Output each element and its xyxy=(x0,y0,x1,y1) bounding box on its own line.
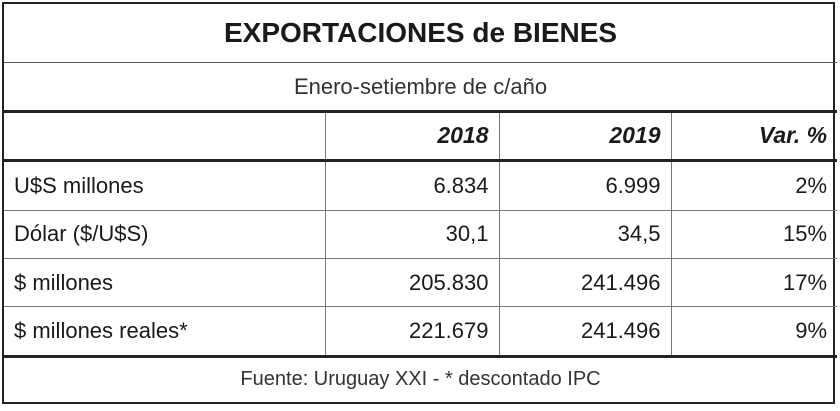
column-header-2019: 2019 xyxy=(498,111,671,163)
title-row: EXPORTACIONES de BIENES xyxy=(4,4,838,64)
table-subtitle: Enero-setiembre de c/año xyxy=(4,62,838,113)
cell-2019: 241.496 xyxy=(498,258,671,308)
table-row: U$S millones 6.834 6.999 2% xyxy=(4,160,838,211)
row-label: Dólar ($/U$S) xyxy=(4,210,325,259)
row-label: $ millones reales* xyxy=(4,306,325,358)
table-title: EXPORTACIONES de BIENES xyxy=(4,4,838,64)
table-row: $ millones 205.830 241.496 17% xyxy=(4,258,838,308)
table-row: Dólar ($/U$S) 30,1 34,5 15% xyxy=(4,210,838,259)
cell-2018: 205.830 xyxy=(324,258,499,308)
cell-2018: 6.834 xyxy=(324,160,499,211)
row-label: U$S millones xyxy=(4,160,325,211)
exports-table: EXPORTACIONES de BIENES Enero-setiembre … xyxy=(4,4,838,402)
source-row: Fuente: Uruguay XXI - * descontado IPC xyxy=(4,356,837,402)
exports-table-frame: EXPORTACIONES de BIENES Enero-setiembre … xyxy=(2,2,838,404)
row-label: $ millones xyxy=(4,258,325,308)
cell-2018: 221.679 xyxy=(324,306,499,358)
source-note: Fuente: Uruguay XXI - * descontado IPC xyxy=(240,368,601,391)
column-header-var: Var. % xyxy=(670,111,838,163)
cell-var: 17% xyxy=(670,258,838,308)
column-header-label xyxy=(4,111,325,163)
cell-2018: 30,1 xyxy=(324,210,499,259)
cell-2019: 6.999 xyxy=(498,160,671,211)
cell-2019: 34,5 xyxy=(498,210,671,259)
cell-var: 15% xyxy=(670,210,838,259)
column-header-row: 2018 2019 Var. % xyxy=(4,111,838,163)
table-row: $ millones reales* 221.679 241.496 9% xyxy=(4,306,838,358)
cell-2019: 241.496 xyxy=(498,306,671,358)
cell-var: 2% xyxy=(670,160,838,211)
cell-var: 9% xyxy=(670,306,838,358)
column-header-2018: 2018 xyxy=(324,111,499,163)
subtitle-row: Enero-setiembre de c/año xyxy=(4,62,838,113)
